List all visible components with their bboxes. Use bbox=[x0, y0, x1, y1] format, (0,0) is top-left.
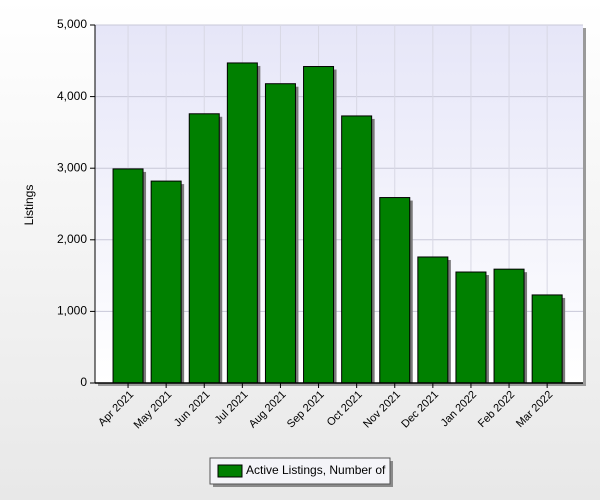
bar bbox=[493, 268, 525, 384]
bar bbox=[150, 180, 182, 384]
bar bbox=[379, 197, 411, 384]
legend: Active Listings, Number of bbox=[209, 457, 393, 487]
y-axis-title: Listings bbox=[22, 185, 36, 226]
y-tick-label: 4,000 bbox=[57, 89, 87, 103]
legend-label: Active Listings, Number of bbox=[246, 463, 386, 477]
bar bbox=[112, 168, 144, 384]
bar bbox=[417, 256, 449, 384]
bar bbox=[188, 113, 220, 384]
bar bbox=[531, 294, 563, 384]
bar bbox=[455, 271, 487, 384]
y-tick-label: 2,000 bbox=[57, 232, 87, 246]
bar bbox=[341, 115, 373, 384]
y-tick-label: 5,000 bbox=[57, 17, 87, 31]
bar bbox=[226, 62, 258, 384]
legend-swatch bbox=[217, 464, 243, 478]
y-tick-label: 1,000 bbox=[57, 304, 87, 318]
y-tick-label: 0 bbox=[80, 375, 87, 389]
bar bbox=[264, 83, 296, 384]
bar bbox=[303, 66, 335, 384]
y-tick-label: 3,000 bbox=[57, 160, 87, 174]
